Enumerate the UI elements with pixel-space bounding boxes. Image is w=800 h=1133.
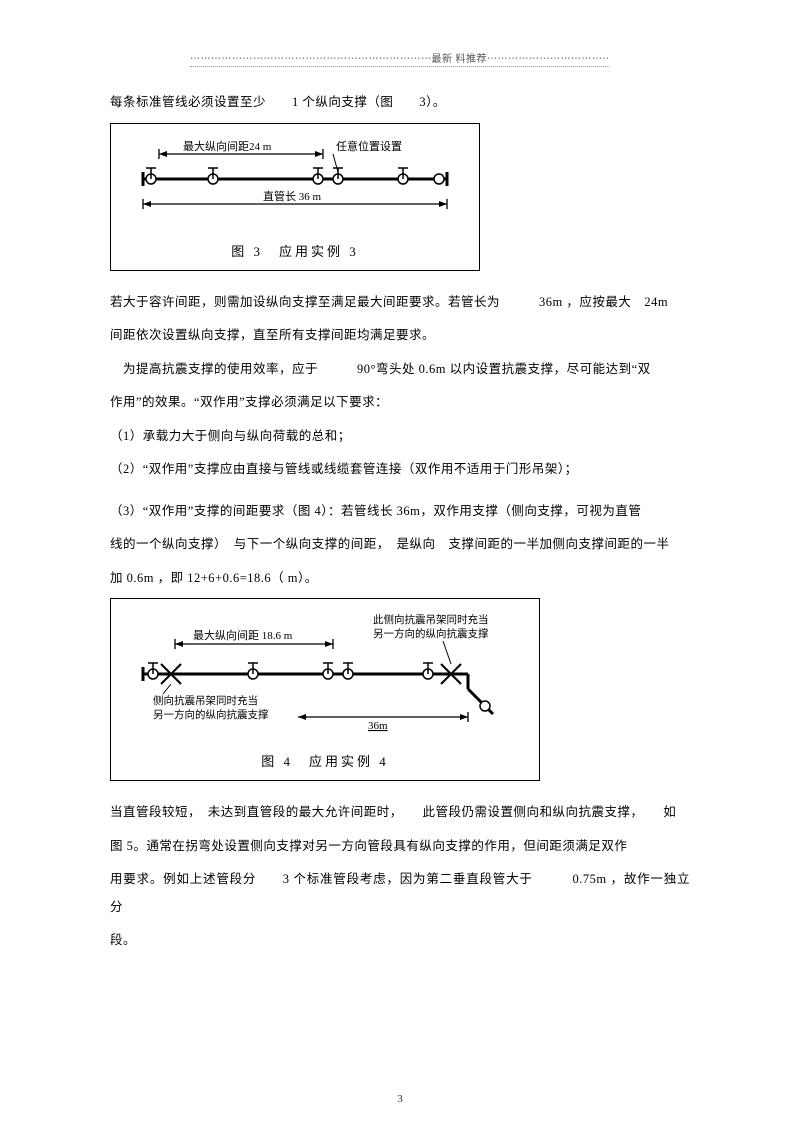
paragraph-6c: 加 0.6m ，即 12+6+0.6=18.6（ m）。 bbox=[110, 565, 690, 593]
paragraph-3a: 为提高抗震支撑的使用效率，应于 90°弯头处 0.6m 以内设置抗震支撑，尽可能… bbox=[110, 356, 690, 384]
figure-4-box: 最大纵向间距 18.6 m 此侧向抗震吊架同时充当 另一方向的纵向抗震支撑 侧向… bbox=[110, 598, 540, 781]
paragraph-7d: 段。 bbox=[110, 927, 690, 955]
svg-text:任意位置设置: 任意位置设置 bbox=[336, 139, 402, 153]
figure-4-svg: 最大纵向间距 18.6 m 此侧向抗震吊架同时充当 另一方向的纵向抗震支撑 侧向… bbox=[123, 609, 527, 739]
figure-3-box: 最大纵向间距24 m 任意位置设置 直管长 36 m 图 3 应用实例 3 bbox=[110, 123, 480, 271]
paragraph-2b: 间距依次设置纵向支撑，直至所有支撑间距均满足要求。 bbox=[110, 322, 690, 350]
svg-text:另一方向的纵向抗震支撑: 另一方向的纵向抗震支撑 bbox=[153, 708, 269, 721]
paragraph-6a: （3）“双作用”支撑的间距要求（图 4）：若管线长 36m，双作用支撑（侧向支撑… bbox=[110, 498, 690, 526]
svg-text:侧向抗震吊架同时充当: 侧向抗震吊架同时充当 bbox=[153, 694, 258, 707]
paragraph-3b: 作用”的效果。“双作用”支撑必须满足以下要求： bbox=[110, 389, 690, 417]
svg-text:此侧向抗震吊架同时充当: 此侧向抗震吊架同时充当 bbox=[373, 613, 489, 626]
paragraph-4: （1）承载力大于侧向与纵向荷载的总和； bbox=[110, 423, 690, 451]
header-banner: ⋯⋯⋯⋯⋯⋯⋯⋯⋯⋯⋯⋯⋯⋯⋯⋯⋯⋯⋯⋯⋯⋯⋯最新 料推荐⋯⋯⋯⋯⋯⋯⋯⋯⋯⋯⋯… bbox=[190, 50, 610, 67]
svg-text:另一方向的纵向抗震支撑: 另一方向的纵向抗震支撑 bbox=[373, 627, 489, 640]
svg-text:最大纵向间距24 m: 最大纵向间距24 m bbox=[183, 139, 272, 153]
figure-4-caption: 图 4 应用实例 4 bbox=[123, 751, 527, 770]
page-number: 3 bbox=[0, 1093, 800, 1105]
paragraph-2a: 若大于容许间距，则需加设纵向支撑至满足最大间距要求。若管长为 36m ，应按最大… bbox=[110, 289, 690, 317]
svg-text:直管长 36 m: 直管长 36 m bbox=[263, 189, 321, 203]
paragraph-7b: 图 5。通常在拐弯处设置侧向支撑对另一方向管段具有纵向支撑的作用，但间距须满足双… bbox=[110, 833, 690, 861]
paragraph-7c: 用要求。例如上述管段分 3 个标准管段考虑，因为第二垂直段管大于 0.75m ，… bbox=[110, 866, 690, 921]
svg-text:36m: 36m bbox=[368, 720, 388, 732]
paragraph-1: 每条标准管线必须设置至少 1 个纵向支撑（图 3）。 bbox=[110, 89, 690, 117]
figure-3-svg: 最大纵向间距24 m 任意位置设置 直管长 36 m bbox=[123, 134, 467, 229]
paragraph-5: （2）“双作用”支撑应由直接与管线或线缆套管连接（双作用不适用于门形吊架）； bbox=[110, 456, 690, 484]
figure-3-caption: 图 3 应用实例 3 bbox=[123, 241, 467, 260]
paragraph-6b: 线的一个纵向支撑） 与下一个纵向支撑的间距， 是纵向 支撑间距的一半加侧向支撑间… bbox=[110, 531, 690, 559]
svg-text:最大纵向间距 18.6 m: 最大纵向间距 18.6 m bbox=[193, 628, 293, 642]
paragraph-7a: 当直管段较短， 未达到直管段的最大允许间距时， 此管段仍需设置侧向和纵向抗震支撑… bbox=[110, 799, 690, 827]
